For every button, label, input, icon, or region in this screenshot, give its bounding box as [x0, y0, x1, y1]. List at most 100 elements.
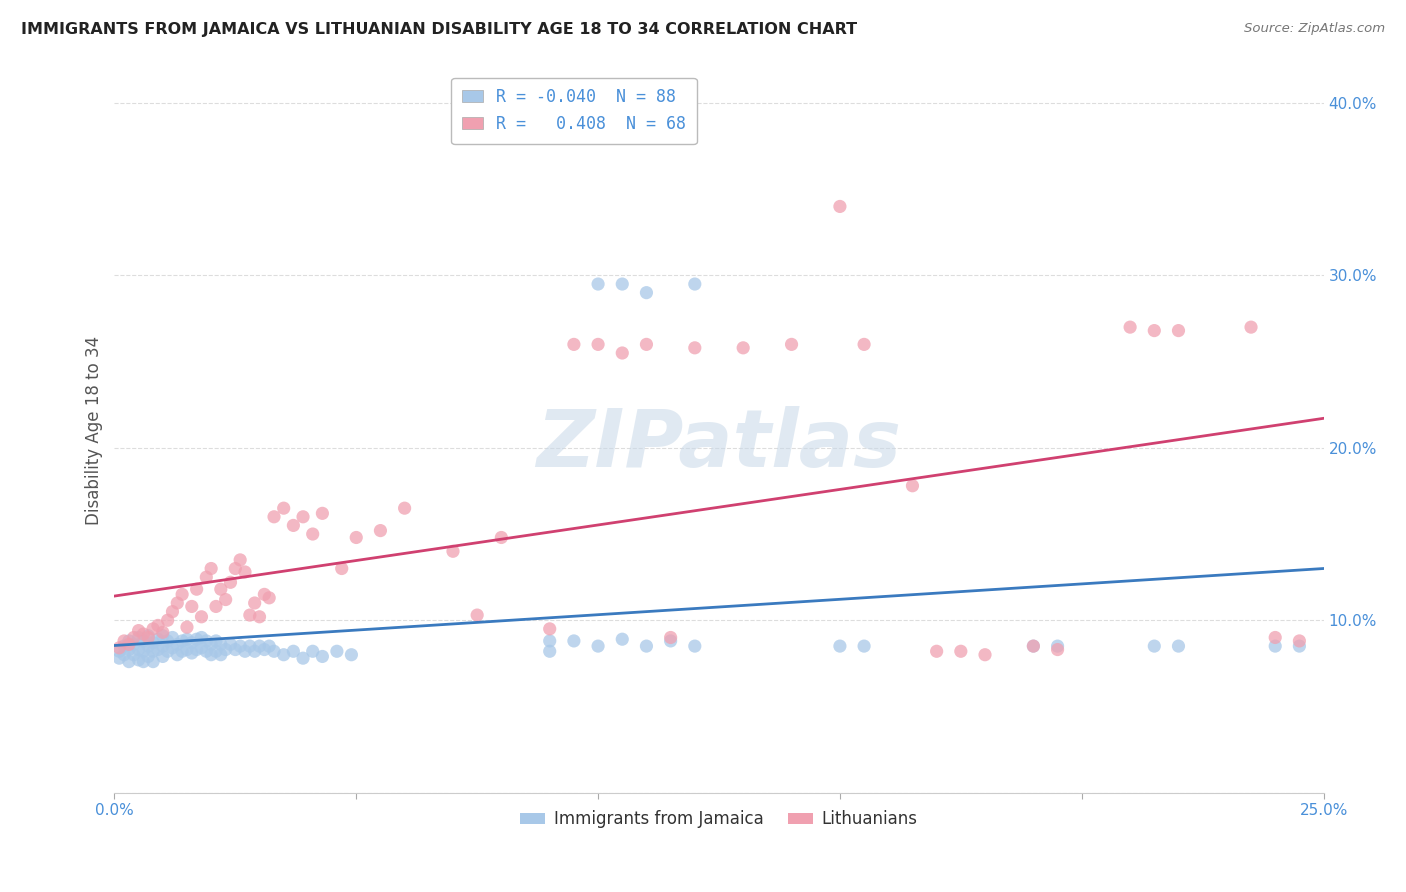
Point [224, 561, 246, 575]
Point [142, 635, 165, 649]
Point [166, 648, 188, 662]
Point [249, 639, 271, 653]
Point [205, 599, 228, 614]
Point [925, 644, 948, 658]
Point [146, 618, 169, 632]
Point [1022, 639, 1045, 653]
Point [229, 553, 252, 567]
Point [636, 337, 658, 351]
Point [146, 632, 169, 647]
Point [683, 277, 706, 291]
Point [253, 642, 276, 657]
Point [122, 637, 145, 651]
Point [853, 337, 876, 351]
Point [311, 649, 333, 664]
Point [152, 629, 174, 643]
Point [200, 637, 222, 651]
Point [1167, 639, 1189, 653]
Point [112, 634, 135, 648]
Point [195, 570, 218, 584]
Point [172, 587, 194, 601]
Legend: Immigrants from Jamaica, Lithuanians: Immigrants from Jamaica, Lithuanians [513, 804, 924, 835]
Point [186, 632, 208, 647]
Point [136, 639, 159, 653]
Point [538, 644, 561, 658]
Point [612, 346, 634, 360]
Point [200, 561, 222, 575]
Point [283, 644, 305, 658]
Point [326, 644, 349, 658]
Point [1119, 320, 1142, 334]
Point [136, 649, 159, 664]
Point [974, 648, 997, 662]
Point [136, 629, 159, 643]
Point [122, 648, 145, 662]
Point [1240, 320, 1263, 334]
Point [659, 634, 682, 648]
Point [162, 631, 184, 645]
Point [233, 644, 256, 658]
Point [186, 642, 208, 657]
Point [152, 649, 174, 664]
Point [901, 479, 924, 493]
Point [162, 605, 184, 619]
Point [156, 634, 179, 648]
Point [195, 644, 218, 658]
Point [243, 596, 266, 610]
Point [156, 644, 179, 658]
Point [586, 639, 609, 653]
Point [152, 639, 174, 653]
Point [1143, 324, 1166, 338]
Point [1046, 639, 1069, 653]
Point [152, 625, 174, 640]
Point [162, 640, 184, 655]
Point [190, 631, 212, 645]
Point [249, 609, 271, 624]
Point [538, 634, 561, 648]
Point [205, 634, 228, 648]
Point [176, 642, 198, 657]
Point [128, 631, 150, 645]
Text: Source: ZipAtlas.com: Source: ZipAtlas.com [1244, 22, 1385, 36]
Point [132, 655, 155, 669]
Point [219, 637, 242, 651]
Text: ZIPatlas: ZIPatlas [537, 406, 901, 484]
Point [491, 531, 513, 545]
Point [146, 642, 169, 657]
Point [1264, 639, 1286, 653]
Point [330, 561, 353, 575]
Point [586, 277, 609, 291]
Point [142, 644, 165, 658]
Point [112, 639, 135, 653]
Point [1264, 631, 1286, 645]
Point [273, 648, 295, 662]
Point [253, 587, 276, 601]
Point [257, 591, 280, 605]
Point [132, 644, 155, 658]
Point [301, 644, 323, 658]
Point [1288, 634, 1310, 648]
Point [229, 639, 252, 653]
Point [219, 575, 242, 590]
Point [195, 634, 218, 648]
Point [733, 341, 755, 355]
Point [108, 644, 131, 658]
Point [283, 518, 305, 533]
Point [780, 337, 803, 351]
Point [257, 639, 280, 653]
Point [239, 608, 262, 623]
Point [370, 524, 392, 538]
Point [273, 501, 295, 516]
Point [636, 285, 658, 300]
Point [1022, 639, 1045, 653]
Point [128, 642, 150, 657]
Point [612, 277, 634, 291]
Point [659, 631, 682, 645]
Point [190, 609, 212, 624]
Point [243, 644, 266, 658]
Point [112, 648, 135, 662]
Point [118, 655, 141, 669]
Point [636, 639, 658, 653]
Point [612, 632, 634, 647]
Point [205, 644, 228, 658]
